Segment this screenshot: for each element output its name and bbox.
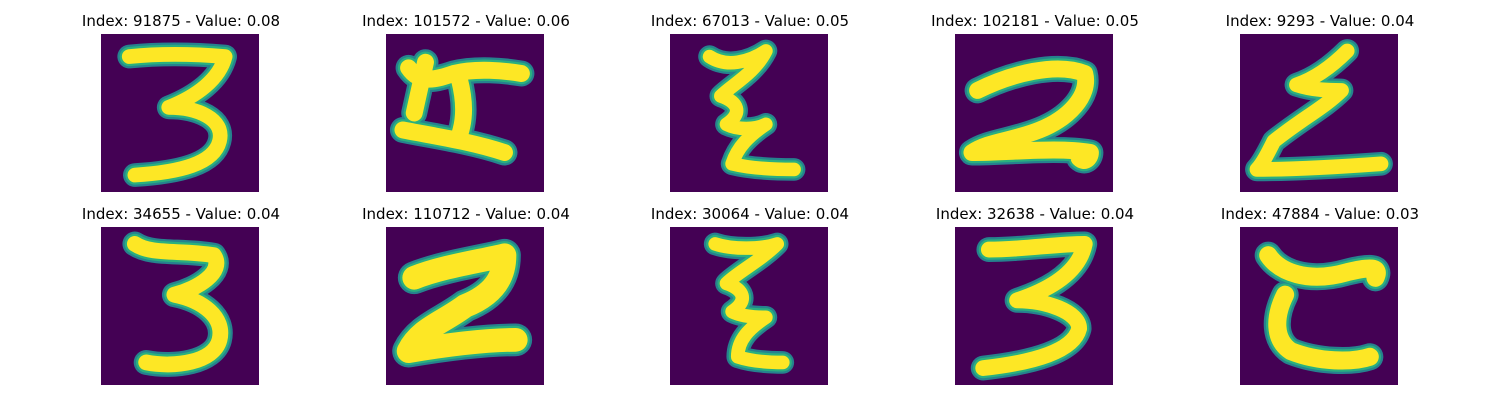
panel-title: Index: 91875 - Value: 0.08 xyxy=(81,12,281,30)
panel-title: Index: 32638 - Value: 0.04 xyxy=(935,205,1135,223)
stroke-core xyxy=(121,47,233,183)
stroke-core xyxy=(396,243,528,363)
panel-title: Index: 47884 - Value: 0.03 xyxy=(1220,205,1420,223)
panel-title: Index: 67013 - Value: 0.05 xyxy=(650,12,850,30)
digit-image xyxy=(670,227,828,385)
panel-title: Index: 34655 - Value: 0.04 xyxy=(81,205,281,223)
panel-title: Index: 9293 - Value: 0.04 xyxy=(1225,12,1415,30)
digit-image xyxy=(955,227,1113,385)
panel-title: Index: 110712 - Value: 0.04 xyxy=(362,205,570,223)
stroke-core xyxy=(126,236,229,373)
digit-image xyxy=(670,34,828,192)
digit-image xyxy=(955,34,1113,192)
stroke-core xyxy=(1249,43,1389,177)
stroke-core xyxy=(708,237,790,370)
stroke-core xyxy=(975,236,1093,376)
stroke-core xyxy=(963,60,1099,169)
digit-image xyxy=(1240,227,1398,385)
panel-title: Index: 102181 - Value: 0.05 xyxy=(931,12,1139,30)
stroke-core xyxy=(702,44,801,177)
digit-image xyxy=(101,227,259,385)
digit-image xyxy=(1240,34,1398,192)
stroke-core xyxy=(394,53,530,161)
digit-image xyxy=(101,34,259,192)
panel-title: Index: 101572 - Value: 0.06 xyxy=(362,12,570,30)
panel-title: Index: 30064 - Value: 0.04 xyxy=(650,205,850,223)
digit-image xyxy=(386,34,544,192)
digit-image xyxy=(386,227,544,385)
stroke-core xyxy=(1259,246,1386,370)
